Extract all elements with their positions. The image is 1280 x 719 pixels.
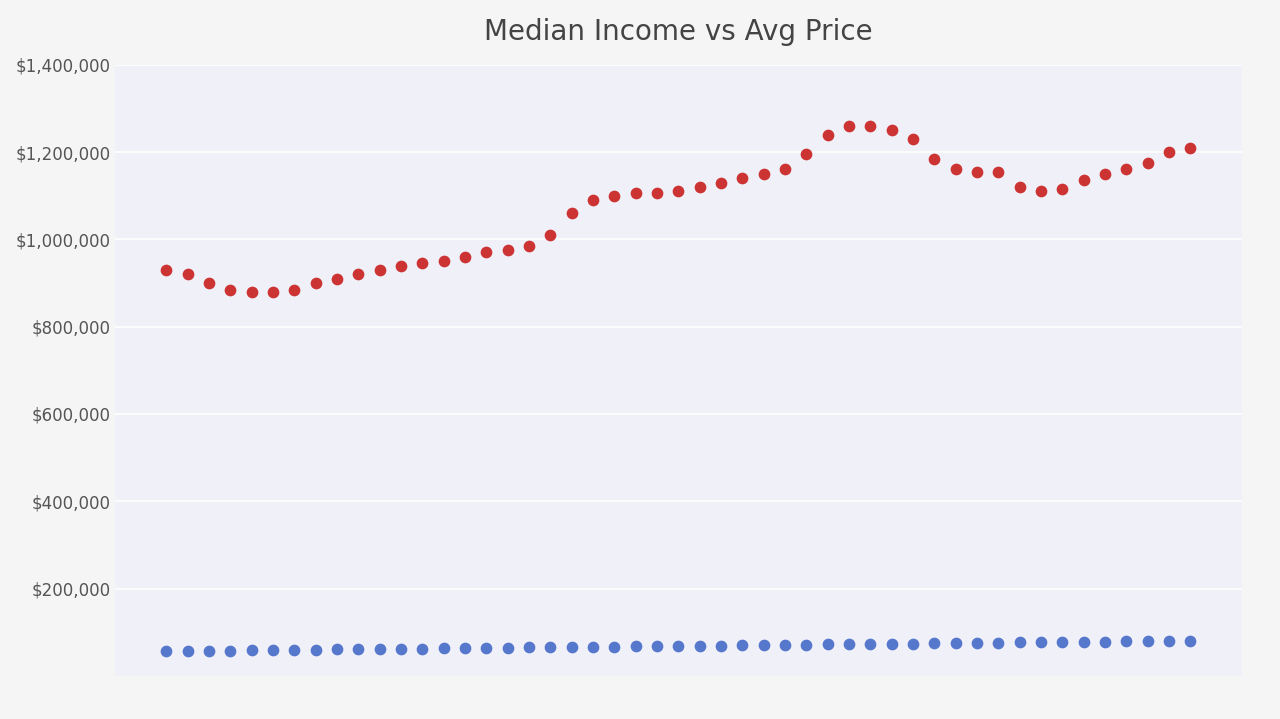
Point bbox=[1158, 146, 1179, 157]
Point bbox=[710, 177, 731, 188]
Point bbox=[860, 120, 881, 132]
Point bbox=[582, 641, 603, 653]
Point bbox=[924, 153, 945, 165]
Point bbox=[754, 168, 774, 180]
Point bbox=[710, 640, 731, 651]
Point bbox=[732, 173, 753, 184]
Point bbox=[562, 207, 582, 219]
Point bbox=[1010, 181, 1030, 193]
Point bbox=[518, 240, 539, 252]
Point bbox=[604, 190, 625, 201]
Point bbox=[242, 286, 262, 298]
Point bbox=[838, 638, 859, 650]
Point bbox=[326, 273, 347, 284]
Point bbox=[434, 255, 454, 267]
Point bbox=[582, 194, 603, 206]
Point bbox=[818, 638, 838, 650]
Point bbox=[1116, 636, 1137, 647]
Point bbox=[774, 639, 795, 651]
Point bbox=[604, 641, 625, 652]
Point bbox=[902, 133, 923, 145]
Point bbox=[306, 644, 326, 656]
Point bbox=[946, 164, 966, 175]
Point bbox=[156, 646, 177, 657]
Point bbox=[882, 124, 902, 136]
Point bbox=[518, 642, 539, 654]
Point bbox=[1074, 636, 1094, 648]
Point bbox=[796, 148, 817, 160]
Point bbox=[946, 637, 966, 649]
Point bbox=[1052, 636, 1073, 648]
Point bbox=[476, 642, 497, 654]
Point bbox=[326, 644, 347, 655]
Point bbox=[178, 268, 198, 280]
Point bbox=[262, 644, 283, 656]
Point bbox=[690, 181, 710, 193]
Point bbox=[348, 644, 369, 655]
Point bbox=[562, 641, 582, 653]
Point bbox=[348, 268, 369, 280]
Point bbox=[966, 637, 987, 649]
Point bbox=[540, 229, 561, 241]
Point bbox=[1116, 164, 1137, 175]
Point bbox=[626, 188, 646, 199]
Point bbox=[1138, 636, 1158, 647]
Point bbox=[646, 188, 667, 199]
Point bbox=[412, 257, 433, 269]
Point bbox=[966, 166, 987, 178]
Point bbox=[220, 645, 241, 656]
Point bbox=[454, 642, 475, 654]
Point bbox=[668, 640, 689, 651]
Point bbox=[860, 638, 881, 650]
Point bbox=[754, 639, 774, 651]
Point bbox=[668, 186, 689, 197]
Point bbox=[454, 251, 475, 262]
Point bbox=[882, 638, 902, 649]
Point bbox=[1094, 636, 1115, 647]
Point bbox=[1074, 175, 1094, 186]
Point bbox=[476, 247, 497, 258]
Point bbox=[284, 284, 305, 296]
Point bbox=[818, 129, 838, 140]
Point bbox=[1052, 183, 1073, 195]
Point bbox=[370, 264, 390, 275]
Point bbox=[646, 641, 667, 652]
Point bbox=[390, 260, 411, 271]
Point bbox=[924, 638, 945, 649]
Point bbox=[796, 639, 817, 651]
Point bbox=[540, 641, 561, 653]
Point bbox=[1138, 157, 1158, 169]
Point bbox=[1158, 635, 1179, 646]
Title: Median Income vs Avg Price: Median Income vs Avg Price bbox=[484, 18, 873, 46]
Point bbox=[198, 645, 219, 656]
Point bbox=[1180, 635, 1201, 646]
Point bbox=[902, 638, 923, 649]
Point bbox=[178, 645, 198, 656]
Point bbox=[370, 644, 390, 655]
Point bbox=[1030, 186, 1051, 197]
Point bbox=[838, 120, 859, 132]
Point bbox=[434, 643, 454, 654]
Point bbox=[732, 640, 753, 651]
Point bbox=[242, 644, 262, 656]
Point bbox=[390, 643, 411, 654]
Point bbox=[498, 244, 518, 256]
Point bbox=[412, 643, 433, 654]
Point bbox=[284, 644, 305, 656]
Point bbox=[306, 278, 326, 289]
Point bbox=[1180, 142, 1201, 153]
Point bbox=[1030, 636, 1051, 648]
Point bbox=[198, 278, 219, 289]
Point bbox=[1010, 637, 1030, 649]
Point bbox=[690, 640, 710, 651]
Point bbox=[988, 166, 1009, 178]
Point bbox=[774, 164, 795, 175]
Point bbox=[498, 642, 518, 654]
Point bbox=[1094, 168, 1115, 180]
Point bbox=[988, 637, 1009, 649]
Point bbox=[156, 264, 177, 275]
Point bbox=[626, 641, 646, 652]
Point bbox=[262, 286, 283, 298]
Point bbox=[220, 284, 241, 296]
